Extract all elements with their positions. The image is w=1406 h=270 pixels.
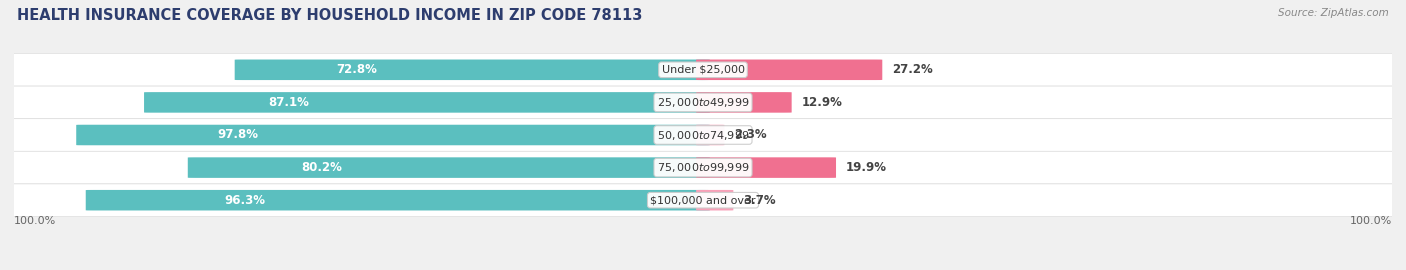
FancyBboxPatch shape	[696, 125, 724, 145]
Text: 3.7%: 3.7%	[742, 194, 776, 207]
Text: $75,000 to $99,999: $75,000 to $99,999	[657, 161, 749, 174]
Text: 12.9%: 12.9%	[801, 96, 842, 109]
FancyBboxPatch shape	[0, 119, 1406, 151]
Text: 100.0%: 100.0%	[1350, 216, 1392, 226]
FancyBboxPatch shape	[188, 157, 710, 178]
FancyBboxPatch shape	[235, 59, 710, 80]
FancyBboxPatch shape	[143, 92, 710, 113]
FancyBboxPatch shape	[696, 92, 792, 113]
FancyBboxPatch shape	[696, 190, 734, 211]
FancyBboxPatch shape	[0, 86, 1406, 119]
Text: HEALTH INSURANCE COVERAGE BY HOUSEHOLD INCOME IN ZIP CODE 78113: HEALTH INSURANCE COVERAGE BY HOUSEHOLD I…	[17, 8, 643, 23]
FancyBboxPatch shape	[696, 157, 837, 178]
Text: 100.0%: 100.0%	[14, 216, 56, 226]
Text: 87.1%: 87.1%	[269, 96, 309, 109]
FancyBboxPatch shape	[0, 184, 1406, 217]
Text: 19.9%: 19.9%	[845, 161, 887, 174]
Text: 80.2%: 80.2%	[301, 161, 342, 174]
Text: 72.8%: 72.8%	[336, 63, 377, 76]
FancyBboxPatch shape	[0, 151, 1406, 184]
Text: Under $25,000: Under $25,000	[661, 65, 745, 75]
Text: 2.3%: 2.3%	[734, 129, 766, 141]
Text: 97.8%: 97.8%	[218, 129, 259, 141]
Text: Source: ZipAtlas.com: Source: ZipAtlas.com	[1278, 8, 1389, 18]
Text: 96.3%: 96.3%	[225, 194, 266, 207]
FancyBboxPatch shape	[86, 190, 710, 211]
Text: 27.2%: 27.2%	[891, 63, 932, 76]
Text: $25,000 to $49,999: $25,000 to $49,999	[657, 96, 749, 109]
FancyBboxPatch shape	[76, 125, 710, 145]
Text: $100,000 and over: $100,000 and over	[650, 195, 756, 205]
FancyBboxPatch shape	[0, 53, 1406, 86]
FancyBboxPatch shape	[696, 59, 883, 80]
Text: $50,000 to $74,999: $50,000 to $74,999	[657, 129, 749, 141]
